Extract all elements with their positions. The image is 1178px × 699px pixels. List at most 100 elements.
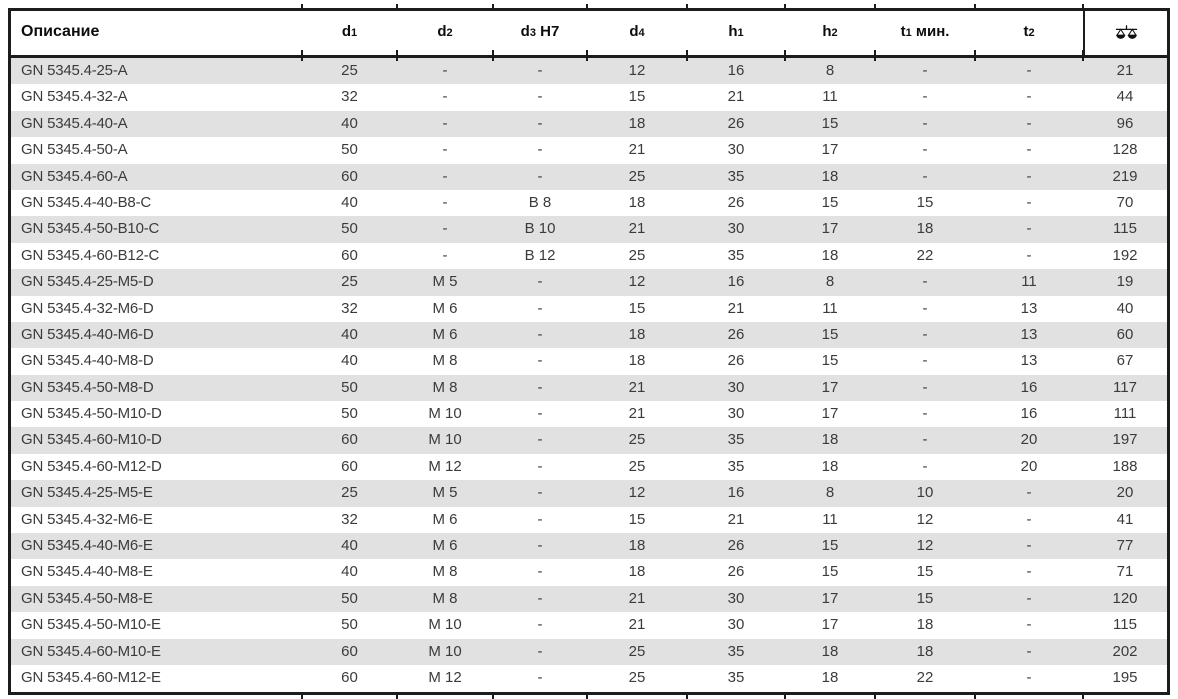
cell-h2: 15 xyxy=(821,193,839,211)
column-divider-tick xyxy=(974,4,976,11)
cell-h2: 15 xyxy=(821,563,839,581)
cell-h2: 15 xyxy=(821,325,839,343)
column-divider-tick xyxy=(974,692,976,699)
cell-d3-h7: B 10 xyxy=(524,220,556,238)
column-divider-tick xyxy=(974,50,976,61)
cell-d2: M 5 xyxy=(432,484,458,502)
cell-h1: 30 xyxy=(727,405,745,423)
column-header-t2: t2 xyxy=(975,11,1083,55)
cell-t2: - xyxy=(1026,88,1032,106)
cell-t1-min: - xyxy=(922,325,928,343)
column-divider-tick xyxy=(301,692,303,699)
column-divider-tick xyxy=(686,50,688,61)
cell-t1-min: - xyxy=(922,141,928,159)
cell-t1-min: - xyxy=(922,378,928,396)
column-header-d3-h7: d3 H7 xyxy=(493,11,587,55)
cell-description: GN 5345.4-40-B8-C xyxy=(21,193,151,211)
column-header-label: d xyxy=(437,23,447,40)
cell-d1: 32 xyxy=(341,510,358,528)
table-row: GN 5345.4-32-M6-E 32 M 6 - 15 21 11 12 - 41 xyxy=(11,506,1167,534)
cell-t2: - xyxy=(1026,246,1032,264)
cell-d1: 50 xyxy=(341,378,358,396)
cell-h2: 18 xyxy=(821,246,839,264)
cell-d1: 32 xyxy=(341,88,358,106)
cell-t1-min: 15 xyxy=(916,589,934,607)
column-header-label: d xyxy=(341,23,352,40)
column-header-h2: h2 xyxy=(785,11,875,55)
cell-weight: 60 xyxy=(1116,325,1134,343)
cell-d4: 21 xyxy=(628,220,646,238)
cell-weight: 77 xyxy=(1116,537,1134,555)
cell-description: GN 5345.4-50-M10-D xyxy=(21,405,162,423)
cell-d4: 12 xyxy=(628,273,646,291)
cell-t2: 16 xyxy=(1020,405,1038,423)
cell-t2: - xyxy=(1026,589,1032,607)
table-row: GN 5345.4-25-A 25 - - 12 16 8 - - 21 xyxy=(11,58,1167,85)
cell-d3-h7: - xyxy=(537,510,543,528)
cell-d1: 25 xyxy=(341,273,358,291)
cell-d2: M 12 xyxy=(428,668,462,686)
column-divider-tick xyxy=(784,692,786,699)
cell-d3-h7: - xyxy=(537,114,543,132)
cell-h2: 17 xyxy=(821,589,839,607)
column-header-label: h xyxy=(728,23,738,40)
column-divider-tick xyxy=(396,692,398,699)
cell-h1: 21 xyxy=(727,88,745,106)
table-row: GN 5345.4-50-M8-E 50 M 8 - 21 30 17 15 - 120 xyxy=(11,585,1167,613)
column-divider-tick xyxy=(301,50,303,61)
cell-h1: 21 xyxy=(727,510,745,528)
cell-d3-h7: - xyxy=(537,431,543,449)
cell-weight: 188 xyxy=(1112,457,1138,475)
cell-t2: - xyxy=(1026,167,1032,185)
cell-h1: 16 xyxy=(727,273,745,291)
cell-h1: 35 xyxy=(727,642,745,660)
table-row: GN 5345.4-32-A 32 - - 15 21 11 - - 44 xyxy=(11,84,1167,111)
cell-d2: - xyxy=(442,193,448,211)
cell-d4: 18 xyxy=(628,352,646,370)
column-header-description: Описание xyxy=(11,11,302,55)
table-row: GN 5345.4-25-M5-E 25 M 5 - 12 16 8 10 - 20 xyxy=(11,480,1167,507)
cell-d2: M 6 xyxy=(432,537,458,555)
cell-d4: 25 xyxy=(628,167,646,185)
cell-t2: - xyxy=(1026,62,1032,79)
cell-d1: 40 xyxy=(341,352,358,370)
cell-h1: 26 xyxy=(727,537,745,555)
spec-table: Описание d1 d2 d3 H7 d4 h1 h2 t1 мин. t2 GN 5345… xyxy=(8,4,1170,699)
cell-weight: 120 xyxy=(1112,589,1138,607)
cell-d2: M 6 xyxy=(432,325,458,343)
table-row: GN 5345.4-50-M8-D 50 M 8 - 21 30 17 - 16 117 xyxy=(11,374,1167,402)
cell-d2: M 10 xyxy=(428,405,462,423)
cell-d4: 15 xyxy=(628,299,646,317)
cell-d3-h7: - xyxy=(537,616,543,634)
column-header-subscript: 4 xyxy=(638,27,645,39)
column-divider-tick xyxy=(874,50,876,61)
cell-description: GN 5345.4-32-M6-E xyxy=(21,510,153,528)
cell-d3-h7: - xyxy=(537,563,543,581)
column-header-d2: d2 xyxy=(397,11,493,55)
cell-t1-min: 15 xyxy=(916,193,934,211)
cell-h1: 26 xyxy=(727,114,745,132)
cell-description: GN 5345.4-50-M8-E xyxy=(21,589,153,607)
cell-h1: 16 xyxy=(727,484,745,502)
column-divider-tick xyxy=(586,4,588,11)
column-divider-tick xyxy=(1082,50,1084,61)
cell-description: GN 5345.4-40-M8-D xyxy=(21,352,154,370)
cell-description: GN 5345.4-25-A xyxy=(21,62,128,79)
cell-weight: 117 xyxy=(1113,378,1137,396)
cell-t1-min: 12 xyxy=(916,510,934,528)
cell-weight: 202 xyxy=(1112,642,1138,660)
table-row: GN 5345.4-40-M8-D 40 M 8 - 18 26 15 - 13 67 xyxy=(11,348,1167,375)
table-row: GN 5345.4-60-M12-D 60 M 12 - 25 35 18 - 20 188 xyxy=(11,453,1167,481)
column-header-subscript: 2 xyxy=(446,27,453,39)
cell-t1-min: 15 xyxy=(916,563,934,581)
cell-d1: 50 xyxy=(341,589,358,607)
column-header-h1: h1 xyxy=(687,11,785,55)
table-row: GN 5345.4-60-A 60 - - 25 35 18 - - 219 xyxy=(11,163,1167,190)
cell-d1: 60 xyxy=(341,668,358,686)
cell-t1-min: - xyxy=(922,114,928,132)
cell-h1: 30 xyxy=(727,589,745,607)
column-header-weight xyxy=(1083,11,1167,55)
cell-weight: 71 xyxy=(1116,563,1134,581)
cell-description: GN 5345.4-60-B12-C xyxy=(21,246,160,264)
cell-h2: 18 xyxy=(821,167,839,185)
